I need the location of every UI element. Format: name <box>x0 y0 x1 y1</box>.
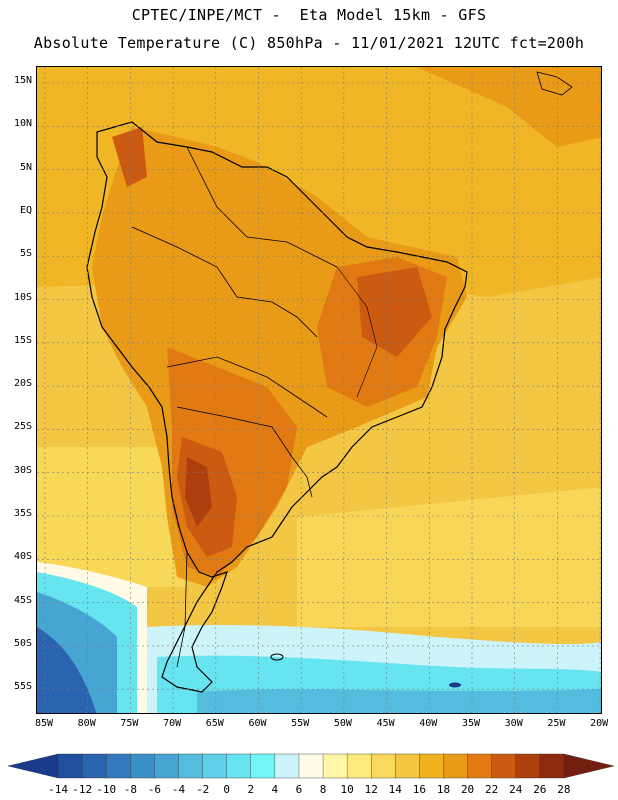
lon-label: 55W <box>291 718 310 729</box>
lon-label: 80W <box>77 718 96 729</box>
continent-hot-field-brazil <box>357 267 432 357</box>
lon-label: 75W <box>120 718 139 729</box>
colorbar-label: 0 <box>223 783 230 796</box>
colorbar-swatch <box>443 753 469 779</box>
lat-label: 5N <box>19 161 32 173</box>
caribbean-islands <box>536 71 573 96</box>
continent-hot-field-north <box>112 127 147 187</box>
border-paraguay <box>176 406 293 458</box>
colorbar-swatch <box>130 753 156 779</box>
colorbar-swatch <box>491 753 517 779</box>
colorbar-swatch <box>81 753 107 779</box>
lon-label: 60W <box>248 718 267 729</box>
falkland-islands <box>270 653 284 661</box>
border-bolivia <box>166 356 328 418</box>
lat-label: 10S <box>13 291 32 303</box>
colorbar-label: 2 <box>247 783 255 796</box>
lat-label: 25S <box>13 421 32 433</box>
colorbar-swatch <box>226 753 252 779</box>
colorbar-swatch <box>202 753 228 779</box>
temperature-map <box>37 67 601 713</box>
colorbar-label: 22 <box>485 783 499 796</box>
colorbar-swatch <box>395 753 421 779</box>
lon-label: 20W <box>590 718 609 729</box>
lon-label: 85W <box>34 718 54 729</box>
colorbar-label: 28 <box>557 783 571 796</box>
south-georgia-island <box>449 682 461 688</box>
colorbar-swatch <box>250 753 276 779</box>
lat-label: 15N <box>13 75 32 86</box>
colorbar-swatch <box>371 753 397 779</box>
lon-label: 25W <box>547 718 566 729</box>
lat-label: 30S <box>13 464 32 476</box>
temperature-zone-south-atlantic <box>297 487 601 627</box>
colorbar-label: 16 <box>412 783 427 796</box>
colorbar-label: 14 <box>388 783 402 796</box>
lon-label: 65W <box>205 718 224 729</box>
colorbar-label: 18 <box>436 783 451 796</box>
continent-outline <box>86 121 468 693</box>
colorbar-label: -10 <box>96 783 117 796</box>
map-panel <box>36 66 602 714</box>
lon-label: 50W <box>333 718 352 729</box>
colorbar-label: -12 <box>72 783 93 796</box>
colorbar-label: -14 <box>48 783 69 796</box>
colorbar-label: 6 <box>295 783 303 796</box>
continent-core-field <box>185 457 212 527</box>
lat-label: 15S <box>13 334 32 346</box>
lat-label: 20S <box>13 378 32 390</box>
colorbar-label: 20 <box>460 783 475 796</box>
border-uruguay <box>291 456 313 498</box>
lat-label: 35S <box>13 508 32 519</box>
colorbar-swatch <box>467 753 493 779</box>
colorbar-label: -4 <box>171 783 186 796</box>
lon-label: 45W <box>376 718 395 729</box>
lon-label: 70W <box>163 718 182 729</box>
colorbar-swatch <box>274 753 300 779</box>
temperature-zone-pacific <box>37 447 187 587</box>
colorbar-swatch <box>539 753 565 779</box>
colorbar-label: 10 <box>340 783 354 796</box>
colorbar-label: 26 <box>533 783 547 796</box>
border-colombia-peru <box>131 226 318 338</box>
colorbar-swatch <box>57 753 83 779</box>
colorbar-swatch <box>178 753 204 779</box>
lat-label: 40S <box>13 551 32 563</box>
colorbar-swatch <box>515 753 541 779</box>
border-brazil-states <box>336 266 378 398</box>
colorbar-label: 12 <box>364 783 378 796</box>
lat-lon-grid <box>37 67 601 713</box>
colorbar-swatch <box>346 753 372 779</box>
colorbar-label: -6 <box>147 783 162 796</box>
colorbar-label: 8 <box>319 783 327 796</box>
lon-label: 30W <box>504 718 523 729</box>
lat-label: 55S <box>13 681 32 693</box>
colorbar-swatch <box>106 753 132 779</box>
lat-label: 5S <box>19 248 32 260</box>
border-venezuela-brazil <box>186 146 338 268</box>
colorbar-swatch <box>563 753 615 779</box>
lon-label: 40W <box>419 718 438 729</box>
lat-label: 45S <box>13 594 32 606</box>
colorbar-swatch <box>154 753 180 779</box>
colorbar-swatch <box>298 753 324 779</box>
temperature-zone-atlantic-hot <box>417 67 601 147</box>
temperature-zone-coldest-sw <box>37 627 97 713</box>
colorbar-label: 24 <box>509 783 523 796</box>
chart-title-line1: CPTEC/INPE/MCT - Eta Model 15km - GFS <box>131 6 487 24</box>
colorbar-swatch <box>419 753 445 779</box>
colorbar-label: 4 <box>271 783 279 796</box>
colorbar-swatch <box>7 753 59 779</box>
colorbar-swatch <box>322 753 348 779</box>
colorbar-label: -2 <box>195 783 210 796</box>
lat-label: 50S <box>13 637 32 649</box>
lon-label: 35W <box>461 718 481 729</box>
colorbar-label: -8 <box>123 783 137 796</box>
temperature-zone-colder-south <box>197 689 601 713</box>
border-chile-argentina <box>176 551 188 668</box>
lat-label: EQ <box>19 204 32 216</box>
lat-label: 10N <box>13 118 32 130</box>
chart-title-line2: Absolute Temperature (C) 850hPa - 11/01/… <box>33 34 585 52</box>
